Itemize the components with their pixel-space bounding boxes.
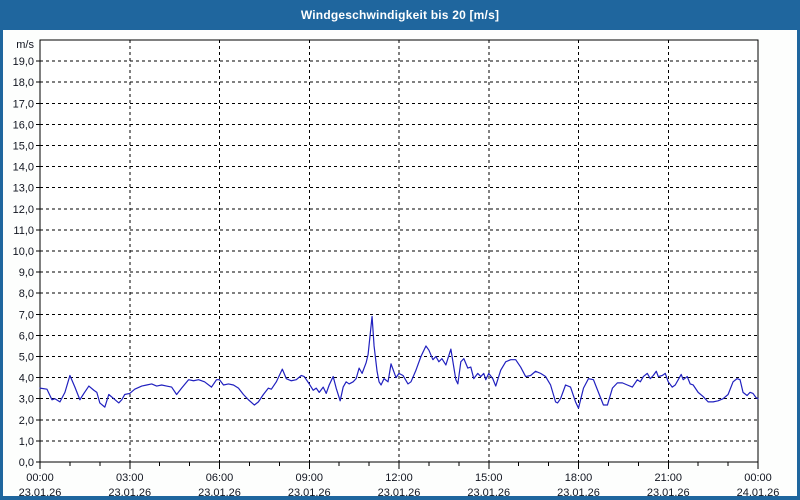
x-tick-date-label: 23.01.26 bbox=[467, 487, 510, 496]
x-tick-time-label: 21:00 bbox=[654, 472, 682, 484]
y-tick-label: 7,0 bbox=[19, 309, 34, 321]
x-tick-date-label: 24.01.26 bbox=[737, 487, 780, 496]
title-bar: Windgeschwindigkeit bis 20 [m/s] bbox=[0, 0, 800, 30]
x-tick-time-label: 15:00 bbox=[475, 472, 503, 484]
x-tick-time-label: 09:00 bbox=[295, 472, 323, 484]
x-tick-date-label: 23.01.26 bbox=[108, 487, 151, 496]
wind-speed-chart: 0,0 1,0 2,0 3,0 4,0 5,0 6,0 7,0 8,0 9,0 10,0 11,0 12… bbox=[13, 39, 780, 496]
y-tick-label: 12,0 bbox=[13, 204, 34, 216]
x-tick-date-label: 23.01.26 bbox=[557, 487, 600, 496]
x-tick-time-label: 06:00 bbox=[206, 472, 234, 484]
y-tick-label: 11,0 bbox=[13, 225, 34, 237]
y-tick-label: 17,0 bbox=[13, 98, 34, 110]
y-tick-label: 9,0 bbox=[19, 267, 34, 279]
y-tick-label: 8,0 bbox=[19, 288, 34, 300]
y-tick-label: 18,0 bbox=[13, 77, 34, 89]
y-tick-label: 0,0 bbox=[19, 457, 34, 469]
x-tick-date-label: 23.01.26 bbox=[378, 487, 421, 496]
x-tick-time-label: 18:00 bbox=[565, 472, 593, 484]
x-tick-date-label: 23.01.26 bbox=[198, 487, 241, 496]
y-axis-unit-label: m/s bbox=[16, 39, 34, 51]
x-tick-time-label: 00:00 bbox=[26, 472, 54, 484]
wind-speed-line bbox=[39, 315, 759, 409]
y-tick-label: 6,0 bbox=[19, 330, 34, 342]
y-tick-label: 14,0 bbox=[13, 162, 34, 174]
x-tick-date-label: 23.01.26 bbox=[19, 487, 62, 496]
plot-border bbox=[39, 39, 759, 463]
y-tick-label: 19,0 bbox=[13, 56, 34, 68]
chart-area: 0,0 1,0 2,0 3,0 4,0 5,0 6,0 7,0 8,0 9,0 10,0 11,0 12… bbox=[3, 30, 797, 496]
x-tick-date-label: 23.01.26 bbox=[647, 487, 690, 496]
x-tick-time-label: 12:00 bbox=[385, 472, 413, 484]
y-tick-label: 5,0 bbox=[19, 352, 34, 364]
y-tick-label: 15,0 bbox=[13, 141, 34, 153]
y-tick-label: 4,0 bbox=[19, 373, 34, 385]
y-tick-label: 3,0 bbox=[19, 394, 34, 406]
x-tick-time-label: 00:00 bbox=[744, 472, 772, 484]
window-title: Windgeschwindigkeit bis 20 [m/s] bbox=[300, 8, 500, 22]
y-tick-label: 2,0 bbox=[19, 415, 34, 427]
x-tick-date-label: 23.01.26 bbox=[288, 487, 331, 496]
y-tick-label: 10,0 bbox=[13, 246, 34, 258]
x-tick-time-label: 03:00 bbox=[116, 472, 144, 484]
y-tick-label: 13,0 bbox=[13, 183, 34, 195]
y-tick-label: 16,0 bbox=[13, 119, 34, 131]
y-tick-label: 1,0 bbox=[19, 436, 34, 448]
